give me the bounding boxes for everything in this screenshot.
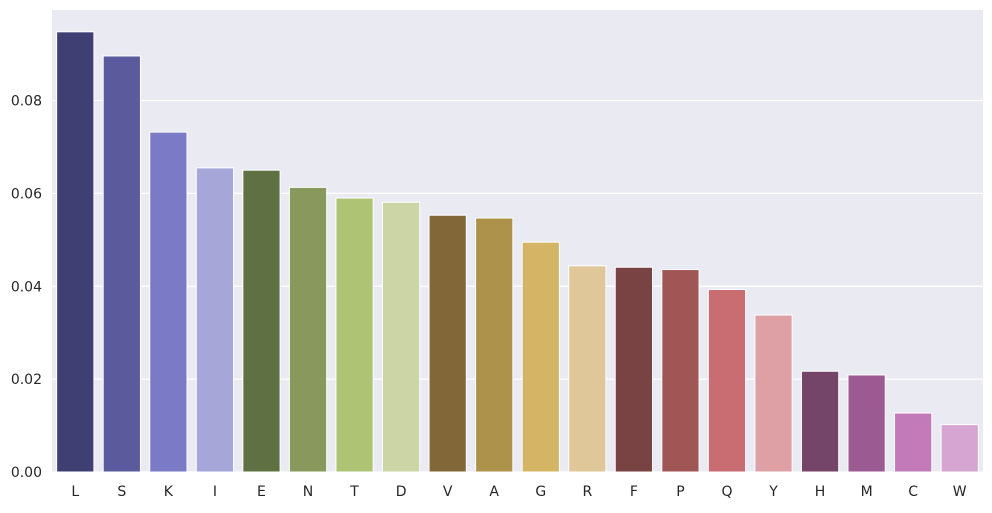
y-tick-label: 0.02 [11, 372, 42, 388]
bar-D [382, 201, 421, 473]
bar-E [242, 169, 281, 473]
bar-Q [707, 289, 747, 473]
x-tick-label: F [630, 484, 638, 500]
y-tick-label: 0.00 [11, 465, 42, 481]
bar-G [521, 241, 560, 473]
bar-N [288, 186, 328, 473]
y-tick-label: 0.08 [11, 94, 42, 110]
bars [56, 31, 979, 473]
bar-V [428, 214, 467, 473]
bar-P [661, 269, 700, 473]
y-axis-tick-labels: 0.00 0.02 0.04 0.06 0.08 [11, 94, 42, 481]
bar-C [894, 412, 933, 473]
x-tick-label: D [396, 484, 407, 500]
x-tick-label: Y [768, 484, 778, 500]
bar-I [195, 167, 235, 473]
bar-K [149, 131, 188, 473]
x-tick-label: Q [721, 484, 732, 500]
x-tick-label: E [257, 484, 266, 500]
y-tick-label: 0.06 [11, 186, 42, 202]
x-tick-label: T [349, 484, 359, 500]
bar-S [102, 55, 141, 473]
x-tick-label: H [815, 484, 826, 500]
x-tick-label: M [861, 484, 873, 500]
x-tick-label: L [71, 484, 79, 500]
bar-Y [754, 314, 793, 473]
bar-W [940, 424, 979, 473]
bar-L [56, 31, 95, 473]
x-tick-label: G [535, 484, 546, 500]
bar-T [335, 197, 374, 473]
bar-H [800, 370, 840, 473]
bar-A [475, 217, 514, 473]
bar-R [568, 265, 607, 473]
x-tick-label: P [676, 484, 684, 500]
x-tick-label: W [953, 484, 967, 500]
x-tick-label: R [582, 484, 592, 500]
x-tick-label: K [164, 484, 174, 500]
x-tick-label: V [443, 484, 453, 500]
x-tick-label: C [908, 484, 918, 500]
bar-F [614, 266, 653, 473]
x-tick-label: I [213, 484, 217, 500]
x-tick-label: N [303, 484, 313, 500]
x-tick-label: S [117, 484, 126, 500]
y-tick-label: 0.04 [11, 279, 42, 295]
x-tick-label: A [489, 484, 499, 500]
plot-background [52, 10, 983, 472]
bar-M [847, 374, 886, 473]
